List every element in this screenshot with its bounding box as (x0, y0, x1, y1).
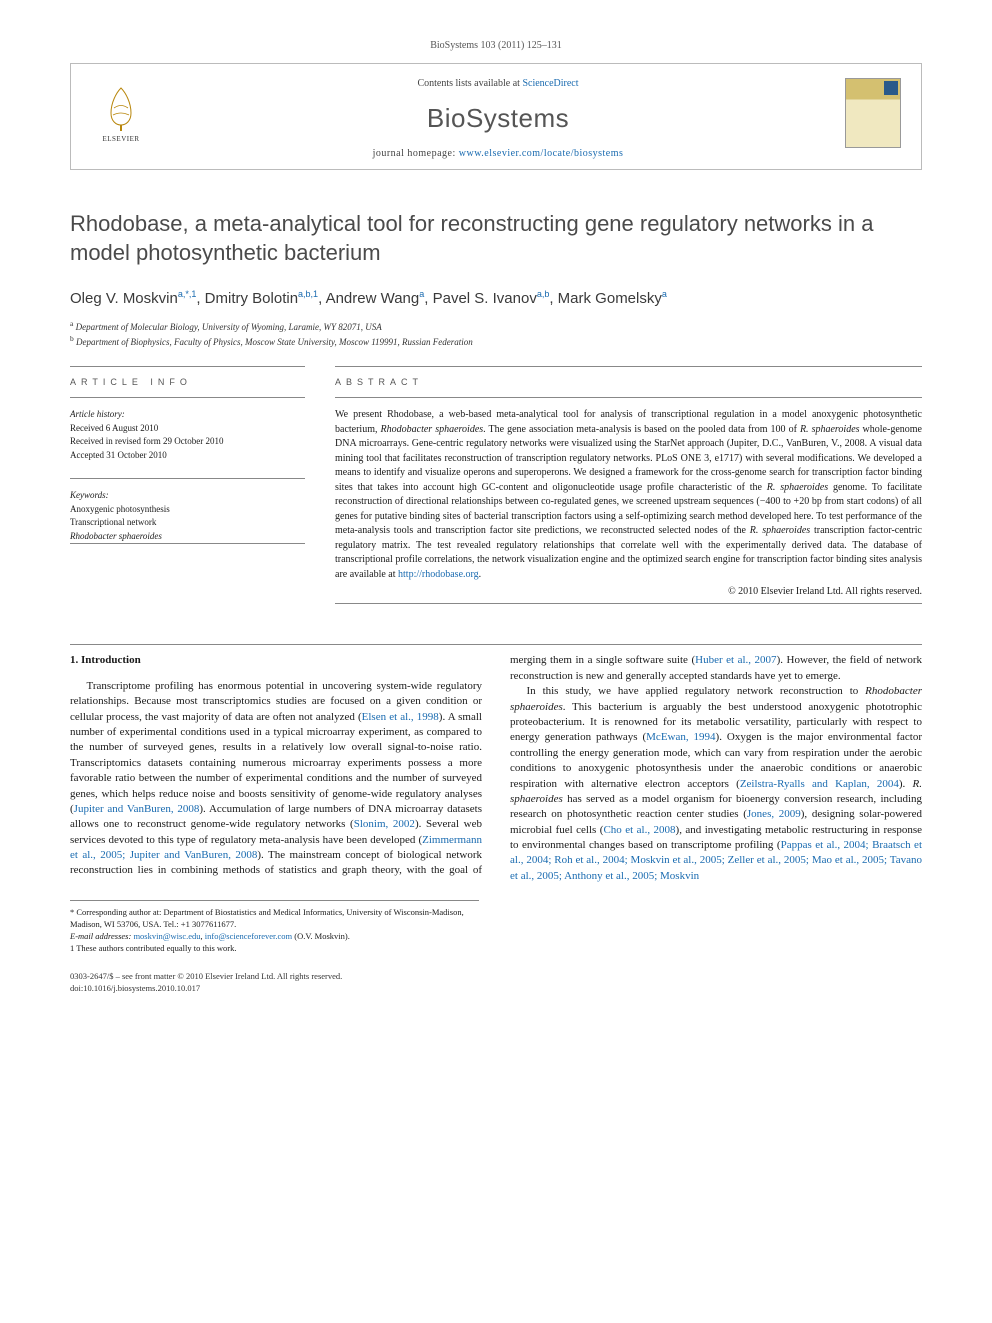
abstract-copyright: © 2010 Elsevier Ireland Ltd. All rights … (335, 586, 922, 597)
email-suffix: (O.V. Moskvin). (292, 931, 350, 941)
citation-link[interactable]: Slonim, 2002 (354, 818, 415, 830)
top-citation: BioSystems 103 (2011) 125–131 (70, 40, 922, 51)
history-label: Article history: (70, 408, 305, 422)
citation-link[interactable]: Zeilstra-Ryalls and Kaplan, 2004 (740, 778, 899, 790)
bottom-meta: 0303-2647/$ – see front matter © 2010 El… (70, 971, 922, 995)
citation-link[interactable]: Huber et al., 2007 (695, 654, 776, 666)
authors-line: Oleg V. Moskvina,*,1, Dmitry Bolotina,b,… (70, 289, 922, 307)
article-title: Rhodobase, a meta-analytical tool for re… (70, 210, 922, 267)
doi-line: doi:10.1016/j.biosystems.2010.10.017 (70, 983, 922, 995)
elsevier-logo: ELSEVIER (91, 78, 151, 148)
citation-link[interactable]: McEwan, 1994 (646, 731, 715, 743)
homepage-prefix: journal homepage: (373, 148, 459, 159)
journal-title: BioSystems (151, 103, 845, 134)
citation-link[interactable]: Zimmermann et al., 2005; Jupiter and Van… (70, 834, 482, 861)
affiliation-line: a Department of Molecular Biology, Unive… (70, 319, 922, 334)
homepage-line: journal homepage: www.elsevier.com/locat… (151, 148, 845, 159)
abstract-column: ABSTRACT We present Rhodobase, a web-bas… (335, 366, 922, 614)
publisher-label: ELSEVIER (102, 135, 139, 143)
keywords-block: Keywords: Anoxygenic photosynthesisTrans… (70, 489, 305, 543)
citation-link[interactable]: Elsen et al., 1998 (362, 711, 439, 723)
keyword-line: Transcriptional network (70, 516, 305, 530)
citation-link[interactable]: Pappas et al., 2004; Braatsch et al., 20… (510, 839, 922, 882)
contents-line: Contents lists available at ScienceDirec… (151, 78, 845, 89)
corresponding-author-note: * Corresponding author at: Department of… (70, 907, 479, 931)
journal-header: ELSEVIER Contents lists available at Sci… (70, 63, 922, 170)
history-line: Received in revised form 29 October 2010 (70, 435, 305, 449)
citation-link[interactable]: Cho et al., 2008 (603, 824, 675, 836)
section-heading-intro: 1. Introduction (70, 653, 482, 668)
article-info-column: ARTICLE INFO Article history: Received 6… (70, 366, 305, 614)
homepage-link[interactable]: www.elsevier.com/locate/biosystems (459, 148, 624, 159)
article-info-label: ARTICLE INFO (70, 377, 305, 387)
email-link-2[interactable]: info@scienceforever.com (205, 931, 292, 941)
keyword-line: Rhodobacter sphaeroides (70, 530, 305, 544)
keyword-line: Anoxygenic photosynthesis (70, 503, 305, 517)
journal-cover-thumbnail (845, 78, 901, 148)
abstract-text: We present Rhodobase, a web-based meta-a… (335, 408, 922, 582)
footnotes: * Corresponding author at: Department of… (70, 900, 479, 955)
equal-contribution-note: 1 These authors contributed equally to t… (70, 943, 479, 955)
citation-link[interactable]: Jones, 2009 (747, 808, 801, 820)
issn-copyright-line: 0303-2647/$ – see front matter © 2010 El… (70, 971, 922, 983)
sciencedirect-link[interactable]: ScienceDirect (522, 78, 578, 89)
email-link-1[interactable]: moskvin@wisc.edu (133, 931, 200, 941)
article-history: Article history: Received 6 August 2010R… (70, 408, 305, 462)
rhodobase-link[interactable]: http://rhodobase.org (398, 569, 479, 580)
history-line: Received 6 August 2010 (70, 422, 305, 436)
affiliation-line: b Department of Biophysics, Faculty of P… (70, 334, 922, 349)
citation-link[interactable]: Jupiter and VanBuren, 2008 (74, 803, 200, 815)
contents-prefix: Contents lists available at (417, 78, 522, 89)
affiliations: a Department of Molecular Biology, Unive… (70, 319, 922, 348)
email-line: E-mail addresses: moskvin@wisc.edu, info… (70, 931, 479, 943)
history-line: Accepted 31 October 2010 (70, 449, 305, 463)
email-label: E-mail addresses: (70, 931, 133, 941)
abstract-label: ABSTRACT (335, 377, 922, 387)
tree-icon (96, 83, 146, 133)
intro-para-2: In this study, we have applied regulator… (510, 684, 922, 884)
keywords-label: Keywords: (70, 489, 305, 503)
body-text: 1. Introduction Transcriptome profiling … (70, 653, 922, 884)
